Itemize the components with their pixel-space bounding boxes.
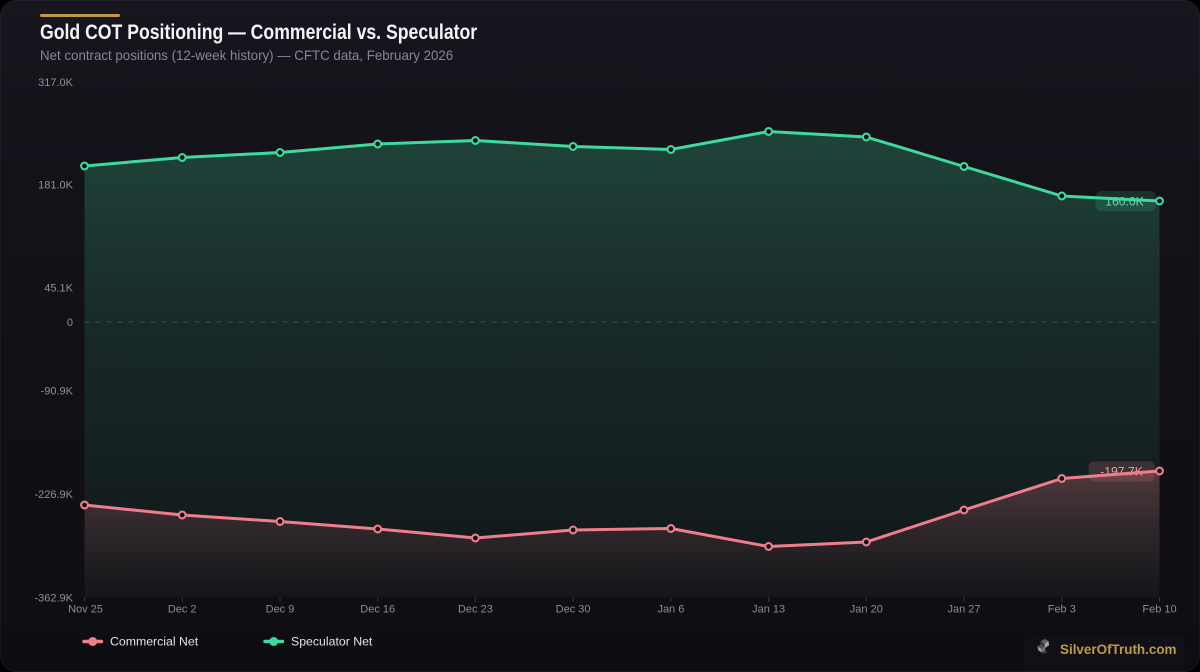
svg-text:Feb 3: Feb 3 [1048, 604, 1076, 616]
svg-text:Jan 27: Jan 27 [947, 604, 980, 616]
svg-text:Commercial Net: Commercial Net [110, 635, 199, 649]
svg-text:-90.9K: -90.9K [41, 386, 74, 398]
svg-text:317.0K: 317.0K [38, 77, 74, 89]
svg-text:-362.9K: -362.9K [34, 593, 73, 605]
svg-text:Jan 6: Jan 6 [657, 604, 684, 616]
svg-text:Feb 10: Feb 10 [1142, 604, 1176, 616]
svg-text:Dec 16: Dec 16 [360, 604, 395, 616]
svg-text:Speculator Net: Speculator Net [291, 635, 373, 649]
svg-text:160.0K: 160.0K [1105, 195, 1144, 209]
svg-text:Dec 30: Dec 30 [556, 604, 591, 616]
svg-text:-226.9K: -226.9K [34, 489, 73, 501]
svg-text:Jan 20: Jan 20 [850, 604, 883, 616]
svg-text:Dec 9: Dec 9 [266, 604, 295, 616]
svg-text:Dec 2: Dec 2 [168, 604, 197, 616]
svg-text:Jan 13: Jan 13 [752, 604, 785, 616]
svg-text:Dec 23: Dec 23 [458, 604, 493, 616]
svg-text:45.1K: 45.1K [44, 283, 73, 295]
svg-text:0: 0 [67, 317, 73, 329]
svg-text:Nov 25: Nov 25 [68, 604, 103, 616]
svg-text:181.0K: 181.0K [38, 180, 74, 192]
